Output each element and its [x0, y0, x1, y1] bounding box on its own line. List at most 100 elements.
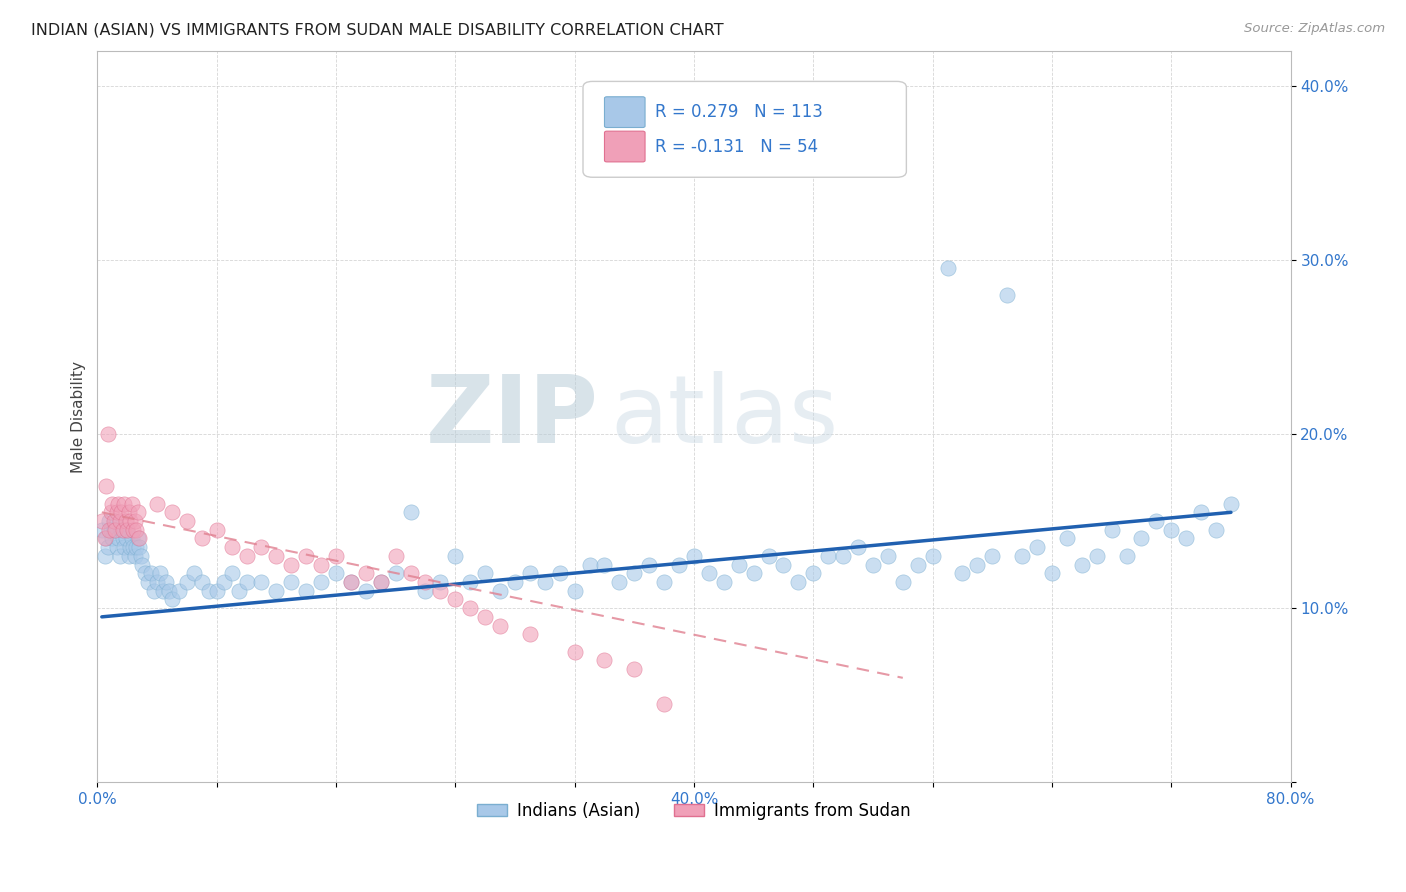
Point	[120, 540, 142, 554]
Point	[309, 574, 332, 589]
Point	[758, 549, 780, 563]
Point	[325, 566, 347, 581]
Point	[97, 426, 120, 441]
Point	[235, 549, 257, 563]
Point	[533, 574, 555, 589]
Point	[280, 574, 302, 589]
Point	[772, 558, 794, 572]
Point	[94, 532, 117, 546]
FancyBboxPatch shape	[583, 81, 907, 178]
Point	[846, 540, 869, 554]
Point	[354, 583, 377, 598]
Point	[176, 574, 198, 589]
Point	[122, 523, 145, 537]
Point	[593, 653, 616, 667]
Point	[128, 532, 150, 546]
Point	[104, 514, 127, 528]
Point	[112, 497, 135, 511]
Point	[295, 549, 318, 563]
Text: R = 0.279   N = 113: R = 0.279 N = 113	[655, 103, 823, 121]
Point	[149, 566, 172, 581]
Point	[121, 497, 143, 511]
Point	[683, 549, 706, 563]
Point	[981, 549, 1004, 563]
Point	[966, 558, 988, 572]
Point	[101, 497, 124, 511]
Point	[609, 574, 631, 589]
Point	[110, 523, 132, 537]
Point	[384, 566, 406, 581]
Point	[1070, 558, 1092, 572]
Point	[266, 549, 288, 563]
Point	[325, 549, 347, 563]
Point	[787, 574, 810, 589]
Point	[212, 574, 235, 589]
Point	[221, 566, 243, 581]
Point	[370, 574, 392, 589]
Point	[205, 583, 228, 598]
Point	[125, 540, 148, 554]
Point	[713, 574, 735, 589]
Point	[1040, 566, 1063, 581]
Point	[503, 574, 526, 589]
Point	[96, 479, 118, 493]
Point	[100, 523, 122, 537]
Point	[250, 574, 273, 589]
Point	[266, 583, 288, 598]
Point	[152, 583, 174, 598]
Point	[340, 574, 363, 589]
Point	[124, 514, 146, 528]
Point	[876, 549, 898, 563]
Point	[112, 540, 135, 554]
Point	[111, 523, 134, 537]
Point	[370, 574, 392, 589]
Point	[936, 261, 959, 276]
FancyBboxPatch shape	[605, 131, 645, 161]
Point	[1175, 532, 1198, 546]
Point	[121, 532, 143, 546]
Point	[578, 558, 600, 572]
Point	[295, 583, 318, 598]
Point	[1144, 514, 1167, 528]
Point	[160, 505, 183, 519]
Point	[94, 549, 117, 563]
Point	[97, 540, 120, 554]
Point	[157, 583, 180, 598]
Point	[103, 523, 125, 537]
Point	[727, 558, 749, 572]
Point	[1056, 532, 1078, 546]
Point	[205, 523, 228, 537]
Point	[183, 566, 205, 581]
Point	[90, 523, 112, 537]
Point	[98, 523, 121, 537]
Point	[110, 505, 132, 519]
Point	[399, 505, 422, 519]
Point	[101, 532, 124, 546]
Point	[564, 583, 586, 598]
Point	[995, 287, 1018, 301]
Point	[118, 505, 141, 519]
Point	[548, 566, 571, 581]
Point	[340, 574, 363, 589]
Point	[1219, 497, 1241, 511]
Point	[474, 610, 496, 624]
Point	[114, 532, 136, 546]
Point	[136, 574, 159, 589]
Point	[384, 549, 406, 563]
Point	[444, 549, 467, 563]
Point	[891, 574, 914, 589]
Point	[921, 549, 943, 563]
Point	[593, 558, 616, 572]
Point	[127, 532, 149, 546]
Point	[652, 574, 675, 589]
Text: atlas: atlas	[610, 370, 839, 463]
Point	[100, 505, 122, 519]
Point	[1011, 549, 1033, 563]
Point	[131, 558, 153, 572]
Point	[139, 566, 162, 581]
Point	[817, 549, 839, 563]
Point	[489, 618, 512, 632]
Text: R = -0.131   N = 54: R = -0.131 N = 54	[655, 137, 818, 155]
Point	[280, 558, 302, 572]
Point	[444, 592, 467, 607]
